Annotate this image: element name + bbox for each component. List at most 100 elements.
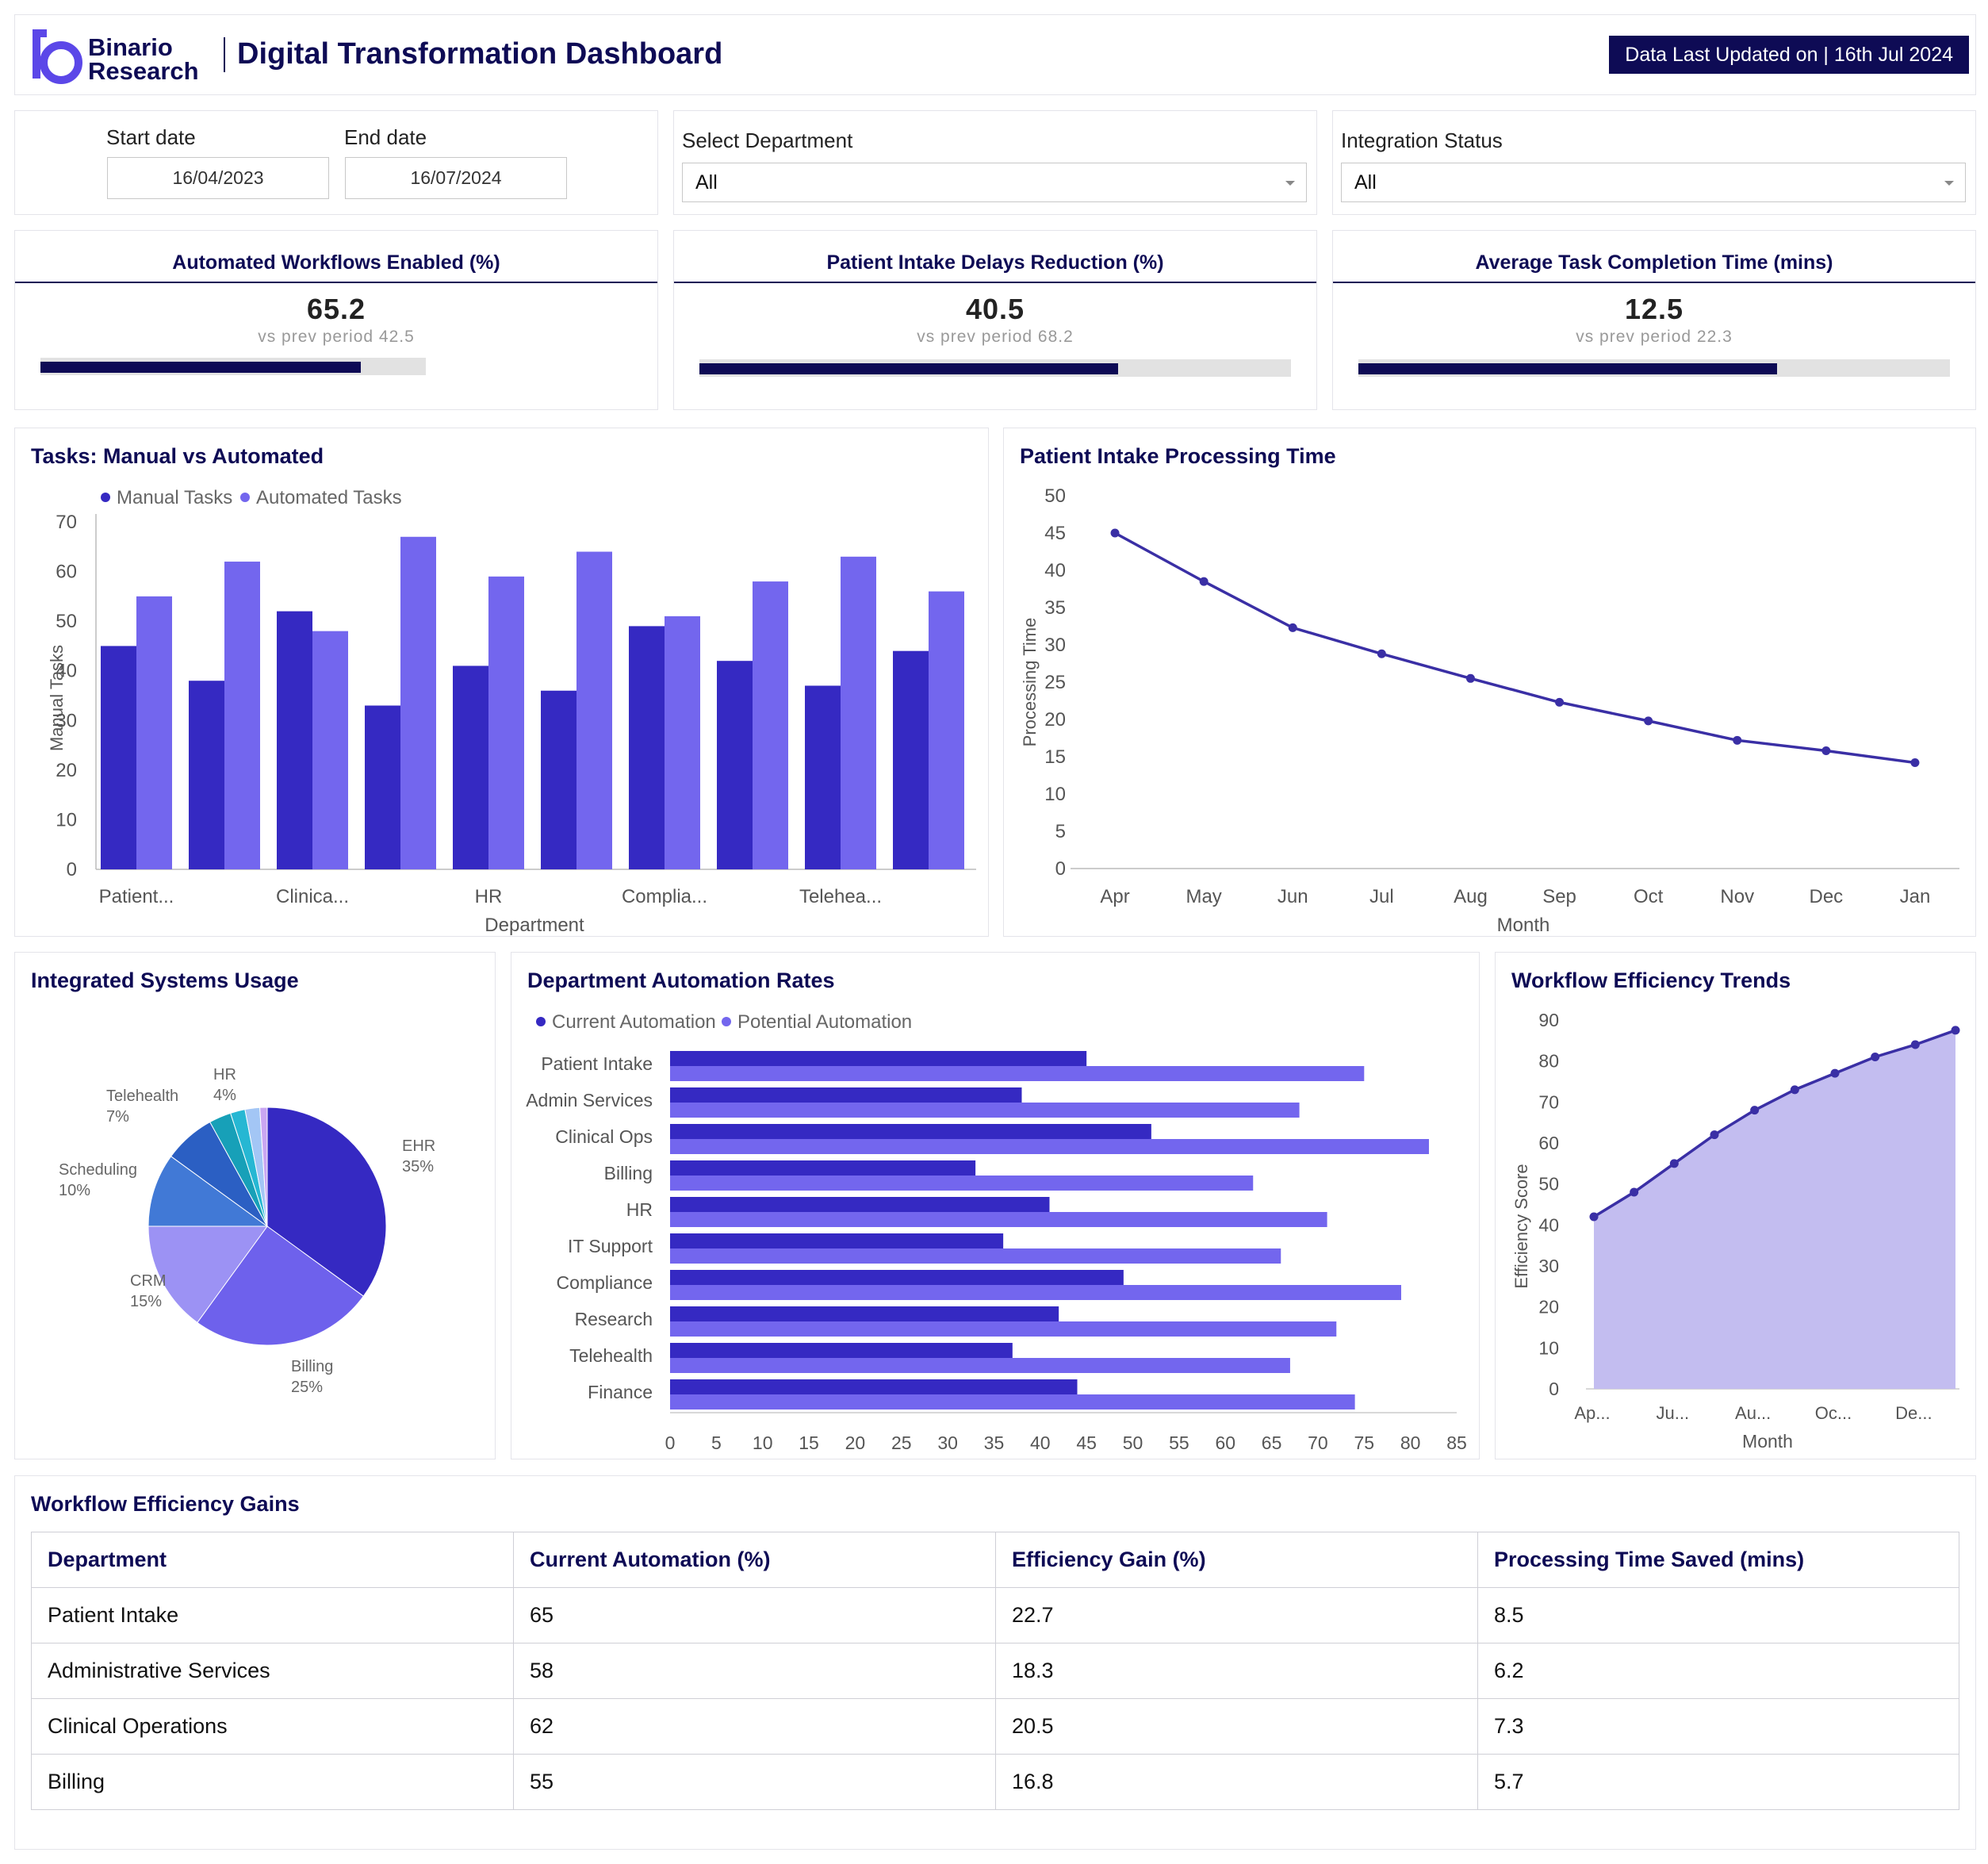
kpi-progress-bar	[40, 358, 426, 375]
y-tick-label: 10	[1044, 784, 1066, 805]
x-tick-label: Jul	[1369, 886, 1394, 907]
kpi-divider	[15, 282, 657, 283]
kpi-divider	[674, 282, 1316, 283]
legend-label: Potential Automation	[737, 1011, 912, 1033]
y-tick-label: 45	[1044, 523, 1066, 544]
chevron-down-icon	[1944, 181, 1954, 186]
data-point	[1821, 746, 1831, 755]
bar-current	[670, 1087, 1022, 1103]
series-line	[1114, 531, 1916, 765]
kpi-progress-fill	[40, 362, 362, 373]
pie-slice	[147, 1225, 268, 1324]
y-tick-label: 60	[56, 562, 77, 583]
x-tick-label: Au...	[1735, 1403, 1771, 1423]
end-date-input[interactable]: 16/07/2024	[345, 157, 567, 199]
x-tick-label: 35	[984, 1433, 1005, 1453]
x-tick-label: 70	[1308, 1433, 1328, 1453]
y-tick-label: 35	[1044, 597, 1066, 619]
start-date-input[interactable]: 16/04/2023	[107, 157, 329, 199]
bar-manual	[541, 690, 576, 869]
y-tick-label: 5	[1055, 821, 1066, 842]
table-cell: 62	[513, 1698, 996, 1755]
integration-status-label: Integration Status	[1341, 128, 1503, 152]
dashboard-header: Binario Research Digital Transformation …	[14, 14, 1976, 95]
bar-current	[670, 1124, 1151, 1139]
column-header[interactable]: Current Automation (%)	[513, 1532, 996, 1588]
slice-label: Telehealth	[106, 1087, 178, 1105]
slice-percent: 15%	[130, 1293, 162, 1310]
pie-slice	[197, 1225, 365, 1346]
x-tick-label: Complia...	[622, 886, 707, 907]
kpi-title: Patient Intake Delays Reduction (%)	[826, 251, 1164, 274]
legend-marker	[101, 493, 110, 502]
binario-logo-icon	[33, 29, 82, 84]
table-cell: 55	[513, 1754, 996, 1810]
y-tick-label: 10	[1538, 1337, 1559, 1358]
kpi-previous-value: vs prev period 22.3	[1576, 328, 1733, 346]
bar-manual	[101, 646, 136, 869]
x-tick-label: Telehea...	[799, 886, 882, 907]
y-category-label: Compliance	[557, 1272, 653, 1293]
bar-manual	[365, 705, 400, 869]
x-tick-label: Aug	[1454, 886, 1488, 907]
table-cell: 65	[513, 1587, 996, 1643]
chart-title: Workflow Efficiency Trends	[1511, 968, 1791, 992]
data-point	[1110, 528, 1120, 538]
data-point	[1669, 1159, 1679, 1168]
data-point	[1790, 1085, 1799, 1095]
department-automation-rates-panel: Department Automation Rates Current Auto…	[511, 952, 1480, 1459]
bar-current	[670, 1197, 1050, 1212]
bar-potential	[670, 1066, 1365, 1081]
column-header[interactable]: Department	[31, 1532, 514, 1588]
table-cell: 5.7	[1477, 1754, 1959, 1810]
y-tick-label: 10	[56, 809, 77, 830]
integrated-systems-usage-panel: Integrated Systems Usage EHR 35% Billing 25…	[14, 952, 496, 1459]
bar-potential	[670, 1285, 1401, 1300]
table-cell: 20.5	[995, 1698, 1478, 1755]
table-header-row: Department Current Automation (%) Effici…	[31, 1532, 1959, 1588]
systems-usage-pie-chart: EHR 35% Billing 25% CRM 15% Scheduling 10% Teleh…	[59, 1066, 435, 1396]
intake-processing-time-panel: Patient Intake Processing Time 0 5 10 15 20 2…	[1003, 428, 1976, 937]
start-date-label: Start date	[106, 125, 196, 149]
column-header[interactable]: Processing Time Saved (mins)	[1477, 1532, 1959, 1588]
column-header[interactable]: Efficiency Gain (%)	[995, 1532, 1478, 1588]
bar-manual	[893, 650, 929, 869]
y-tick-label: 40	[1044, 560, 1066, 581]
bar-automated	[224, 562, 260, 869]
y-category-label: Finance	[588, 1382, 653, 1402]
y-category-label: IT Support	[568, 1236, 653, 1256]
chart-title: Tasks: Manual vs Automated	[31, 444, 324, 468]
x-tick-label: Clinica...	[276, 886, 349, 907]
y-tick-label: 15	[1044, 746, 1066, 768]
data-point	[1750, 1106, 1760, 1115]
automation-rates-bar-chart: Current Automation Potential Automation Pa…	[526, 1011, 1467, 1453]
slice-label: CRM	[130, 1272, 167, 1290]
kpi-progress-fill	[699, 363, 1118, 374]
table-cell: 22.7	[995, 1587, 1478, 1643]
bar-automated	[576, 551, 612, 869]
y-tick-label: 0	[1549, 1379, 1559, 1399]
department-select[interactable]: All	[682, 163, 1307, 202]
bar-potential	[670, 1103, 1300, 1118]
x-tick-label: Jun	[1277, 886, 1308, 907]
workflow-efficiency-gains-panel: Workflow Efficiency Gains Department Cur…	[14, 1475, 1976, 1850]
slice-percent: 35%	[402, 1158, 434, 1176]
table-cell: 8.5	[1477, 1587, 1959, 1643]
brand-line-2: Research	[88, 57, 199, 85]
legend-marker	[722, 1017, 731, 1026]
y-tick-label: 30	[56, 710, 77, 731]
data-point	[1555, 697, 1565, 707]
kpi-title: Automated Workflows Enabled (%)	[172, 251, 500, 274]
x-tick-label: 40	[1030, 1433, 1051, 1453]
x-tick-label: Apr	[1100, 886, 1129, 907]
data-point	[1644, 716, 1653, 726]
pie-slice	[259, 1107, 268, 1227]
department-filter: Select Department All	[673, 110, 1317, 215]
bar-potential	[670, 1394, 1355, 1410]
bar-manual	[629, 626, 665, 869]
bar-manual	[189, 681, 224, 869]
data-point	[1871, 1053, 1880, 1061]
integration-status-select[interactable]: All	[1341, 163, 1966, 202]
legend-label: Manual Tasks	[117, 487, 232, 508]
integration-status-select-value: All	[1354, 171, 1377, 194]
